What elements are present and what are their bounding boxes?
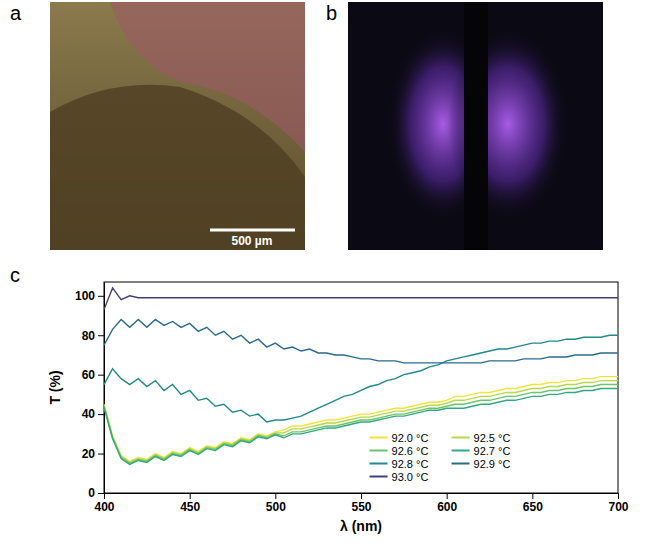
x-tick: 600 <box>437 493 457 514</box>
x-tick-mark <box>275 493 276 499</box>
legend-item: 92.0 °C <box>370 432 429 444</box>
y-tick-label: 20 <box>82 447 96 461</box>
x-tick: 400 <box>94 493 114 514</box>
y-tick-label: 60 <box>82 368 96 382</box>
x-tick: 550 <box>351 493 371 514</box>
plot-lines <box>104 288 618 464</box>
legend-swatch <box>452 437 470 439</box>
x-tick-mark <box>190 493 191 499</box>
x-tick: 500 <box>266 493 286 514</box>
y-tick: 80 <box>82 329 104 343</box>
spectrum-line <box>104 335 618 422</box>
x-tick-label: 450 <box>180 500 200 514</box>
x-tick-label: 400 <box>94 500 114 514</box>
plot-frame <box>104 282 618 493</box>
figure: 500 µm a b c 400 450 500 550 600 650 700 0 20 40 60 80 1… <box>0 0 652 546</box>
x-tick-mark <box>618 493 619 499</box>
x-tick: 650 <box>523 493 543 514</box>
legend-item: 92.6 °C <box>370 445 429 457</box>
x-tick-mark <box>532 493 533 499</box>
y-axis-title: T (%) <box>47 370 63 404</box>
y-tick-label: 40 <box>82 407 96 421</box>
legend-label: 93.0 °C <box>392 471 429 483</box>
legend-label: 92.6 °C <box>392 445 429 457</box>
legend-swatch <box>370 450 388 452</box>
y-tick-mark <box>98 414 104 415</box>
x-tick: 450 <box>180 493 200 514</box>
x-axis-title: λ (nm) <box>340 518 382 534</box>
y-tick-mark <box>98 454 104 455</box>
x-tick-mark <box>447 493 448 499</box>
panel-label: c <box>10 264 20 286</box>
legend-swatch <box>452 450 470 452</box>
panel-label: a <box>10 2 22 24</box>
legend-swatch <box>370 437 388 439</box>
y-axis: 0 20 40 60 80 100 <box>75 283 105 501</box>
x-tick-label: 600 <box>437 500 457 514</box>
y-tick: 20 <box>82 447 104 461</box>
y-tick-mark <box>98 296 104 297</box>
y-tick-label: 0 <box>88 486 95 500</box>
x-tick-label: 700 <box>608 500 628 514</box>
y-tick-label: 100 <box>75 289 95 303</box>
spectrum-line <box>104 319 618 362</box>
x-tick-label: 650 <box>523 500 543 514</box>
y-axis-line <box>104 283 105 494</box>
y-tick-mark <box>98 493 104 494</box>
x-axis: 400 450 500 550 600 650 700 <box>94 493 628 514</box>
micrograph-domain <box>50 85 305 250</box>
legend-item: 92.7 °C <box>452 445 511 457</box>
legend-label: 92.8 °C <box>392 458 429 470</box>
legend-swatch <box>370 476 388 478</box>
panel-b <box>348 2 603 250</box>
y-tick: 100 <box>75 289 104 303</box>
scale-bar-label: 500 µm <box>232 234 273 248</box>
y-tick: 60 <box>82 368 104 382</box>
photo-shadow <box>464 2 488 250</box>
y-tick-mark <box>98 375 104 376</box>
legend-swatch <box>370 463 388 465</box>
legend-item: 92.5 °C <box>452 432 511 444</box>
legend-item: 92.9 °C <box>452 458 511 470</box>
spectrum-line <box>104 385 618 464</box>
y-tick: 40 <box>82 407 104 421</box>
x-tick-mark <box>361 493 362 499</box>
x-tick-label: 550 <box>351 500 371 514</box>
scale-bar <box>210 229 295 232</box>
legend-swatch <box>452 463 470 465</box>
legend-label: 92.0 °C <box>392 432 429 444</box>
photo-background <box>348 2 603 250</box>
y-tick: 0 <box>88 486 104 500</box>
spectrum-line <box>104 288 618 310</box>
micrograph-background <box>50 2 305 250</box>
legend-label: 92.7 °C <box>474 445 511 457</box>
legend: 92.0 °C 92.5 °C 92.6 °C 92.7 °C 92.8 °C 92.9 … <box>370 432 511 483</box>
legend-label: 92.9 °C <box>474 458 511 470</box>
x-tick-mark <box>104 493 105 499</box>
panel-a: 500 µm <box>50 2 305 250</box>
panel-label: b <box>326 2 337 24</box>
legend-item: 92.8 °C <box>370 458 429 470</box>
y-tick-mark <box>98 335 104 336</box>
spectrum-line <box>104 377 618 462</box>
legend-label: 92.5 °C <box>474 432 511 444</box>
x-tick-label: 500 <box>266 500 286 514</box>
x-tick: 700 <box>608 493 628 514</box>
spectrum-line <box>104 388 618 464</box>
y-tick-label: 80 <box>82 329 96 343</box>
legend-item: 93.0 °C <box>370 471 429 483</box>
